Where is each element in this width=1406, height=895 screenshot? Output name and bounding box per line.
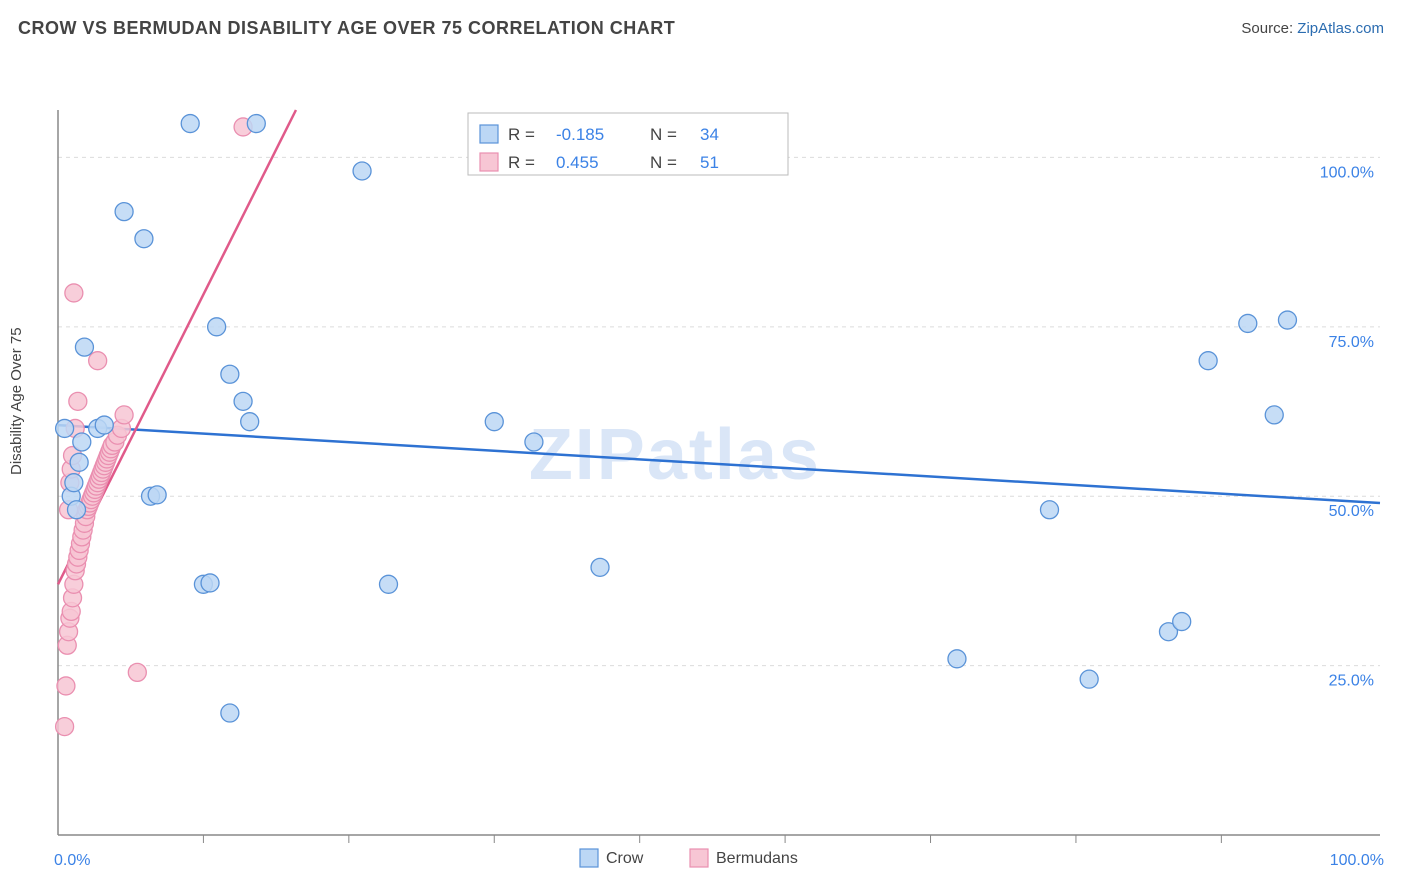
data-point bbox=[591, 558, 609, 576]
y-tick-label: 25.0% bbox=[1329, 673, 1374, 690]
y-tick-label: 50.0% bbox=[1329, 503, 1374, 520]
trend-line bbox=[58, 425, 1380, 503]
data-point bbox=[148, 486, 166, 504]
legend-swatch bbox=[690, 849, 708, 867]
legend-r-label: R = bbox=[508, 125, 535, 144]
legend-n-value: 51 bbox=[700, 153, 719, 172]
data-point bbox=[68, 501, 86, 519]
data-point bbox=[1173, 613, 1191, 631]
data-point bbox=[1265, 406, 1283, 424]
data-point bbox=[1199, 352, 1217, 370]
data-point bbox=[1041, 501, 1059, 519]
legend-n-label: N = bbox=[650, 153, 677, 172]
data-point bbox=[208, 318, 226, 336]
data-point bbox=[1278, 311, 1296, 329]
data-point bbox=[65, 284, 83, 302]
data-point bbox=[56, 718, 74, 736]
legend-n-label: N = bbox=[650, 125, 677, 144]
x-tick-label: 0.0% bbox=[54, 852, 90, 869]
legend-series-label: Crow bbox=[606, 850, 644, 867]
chart-title: CROW VS BERMUDAN DISABILITY AGE OVER 75 … bbox=[18, 18, 675, 39]
data-point bbox=[221, 365, 239, 383]
legend-swatch bbox=[580, 849, 598, 867]
source-attribution: Source: ZipAtlas.com bbox=[1241, 20, 1384, 37]
data-point bbox=[128, 663, 146, 681]
data-point bbox=[73, 433, 91, 451]
data-point bbox=[135, 230, 153, 248]
data-point bbox=[89, 352, 107, 370]
data-point bbox=[353, 162, 371, 180]
data-point bbox=[70, 453, 88, 471]
data-point bbox=[247, 115, 265, 133]
y-tick-label: 75.0% bbox=[1329, 334, 1374, 351]
legend-r-label: R = bbox=[508, 153, 535, 172]
data-point bbox=[115, 203, 133, 221]
legend-n-value: 34 bbox=[700, 125, 719, 144]
data-point bbox=[75, 338, 93, 356]
chart-svg: 25.0% 50.0% 75.0% 100.0% 0.0% 100.0% R = -0.185… bbox=[0, 55, 1406, 895]
data-point bbox=[485, 413, 503, 431]
legend-r-value: 0.455 bbox=[556, 153, 599, 172]
data-point bbox=[1080, 670, 1098, 688]
source-link[interactable]: ZipAtlas.com bbox=[1297, 20, 1384, 37]
data-point bbox=[201, 574, 219, 592]
legend-r-value: -0.185 bbox=[556, 125, 604, 144]
y-tick-label: 100.0% bbox=[1320, 164, 1374, 181]
x-tick-label: 100.0% bbox=[1330, 852, 1384, 869]
data-point bbox=[95, 416, 113, 434]
data-point bbox=[69, 392, 87, 410]
data-point bbox=[181, 115, 199, 133]
chart-area: Disability Age Over 75 ZIPatlas 25.0%50.… bbox=[0, 55, 1406, 855]
data-point bbox=[241, 413, 259, 431]
legend-swatch bbox=[480, 153, 498, 171]
data-point bbox=[221, 704, 239, 722]
data-point bbox=[115, 406, 133, 424]
data-point bbox=[525, 433, 543, 451]
data-point bbox=[65, 474, 83, 492]
data-point bbox=[234, 392, 252, 410]
legend-swatch bbox=[480, 125, 498, 143]
data-point bbox=[380, 575, 398, 593]
data-point bbox=[56, 419, 74, 437]
data-point bbox=[1239, 314, 1257, 332]
legend-series-label: Bermudans bbox=[716, 850, 798, 867]
data-point bbox=[948, 650, 966, 668]
source-prefix: Source: bbox=[1241, 20, 1297, 37]
data-point bbox=[57, 677, 75, 695]
